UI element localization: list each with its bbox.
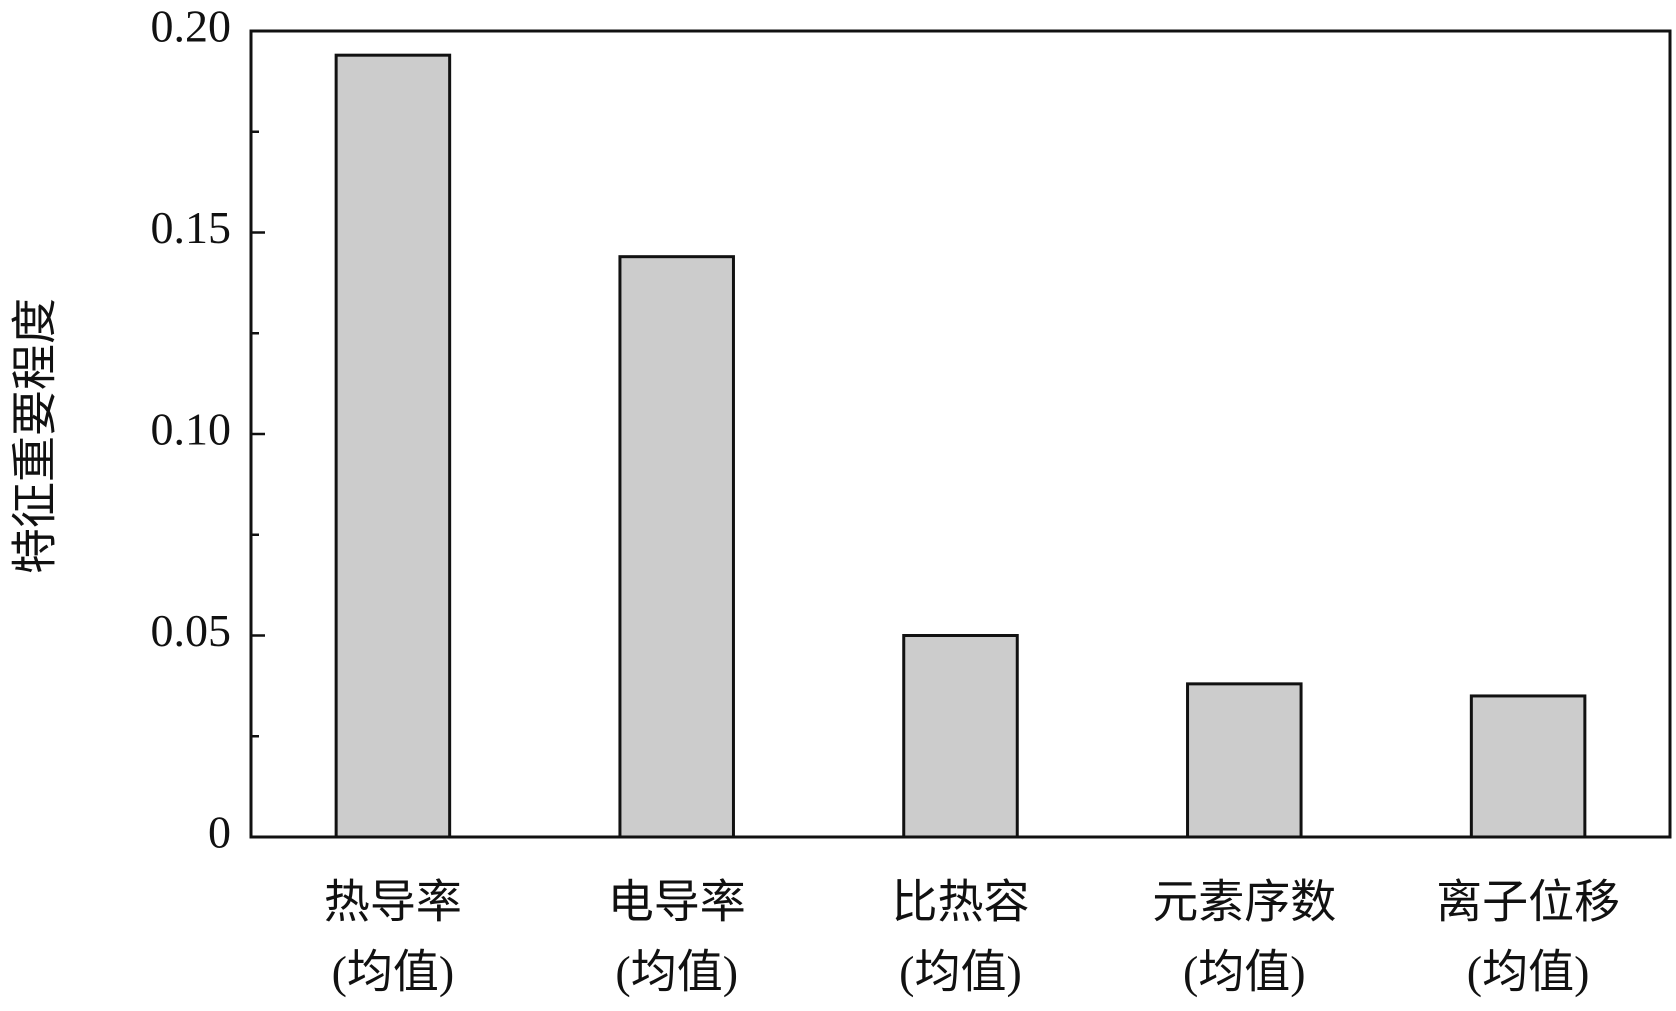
- bar: [1469, 694, 1587, 839]
- bar: [618, 255, 735, 839]
- x-tick-label: (均值): [1183, 947, 1306, 998]
- bar: [902, 634, 1019, 839]
- x-tick-label: (均值): [615, 947, 738, 998]
- y-tick-label: 0.20: [151, 1, 232, 52]
- x-tick-label: 比热容: [892, 877, 1030, 928]
- plot-frame: [249, 29, 1672, 839]
- x-tick-label: (均值): [332, 947, 455, 998]
- bar: [334, 53, 452, 839]
- x-tick-label: 元素序数: [1152, 877, 1336, 928]
- y-tick-label: 0.05: [151, 605, 232, 656]
- x-tick-label: 热导率: [324, 877, 462, 928]
- x-tick-label: 离子位移: [1436, 877, 1620, 928]
- x-tick-label: (均值): [899, 947, 1022, 998]
- y-tick-label: 0.10: [151, 404, 232, 455]
- bar: [1186, 682, 1303, 839]
- y-axis-label: 特征重要程度: [10, 298, 61, 574]
- x-tick-label: 电导率: [608, 877, 746, 928]
- x-tick-label: (均值): [1467, 947, 1590, 998]
- y-tick-label: 0.15: [151, 202, 232, 253]
- y-tick-label: 0: [208, 807, 231, 858]
